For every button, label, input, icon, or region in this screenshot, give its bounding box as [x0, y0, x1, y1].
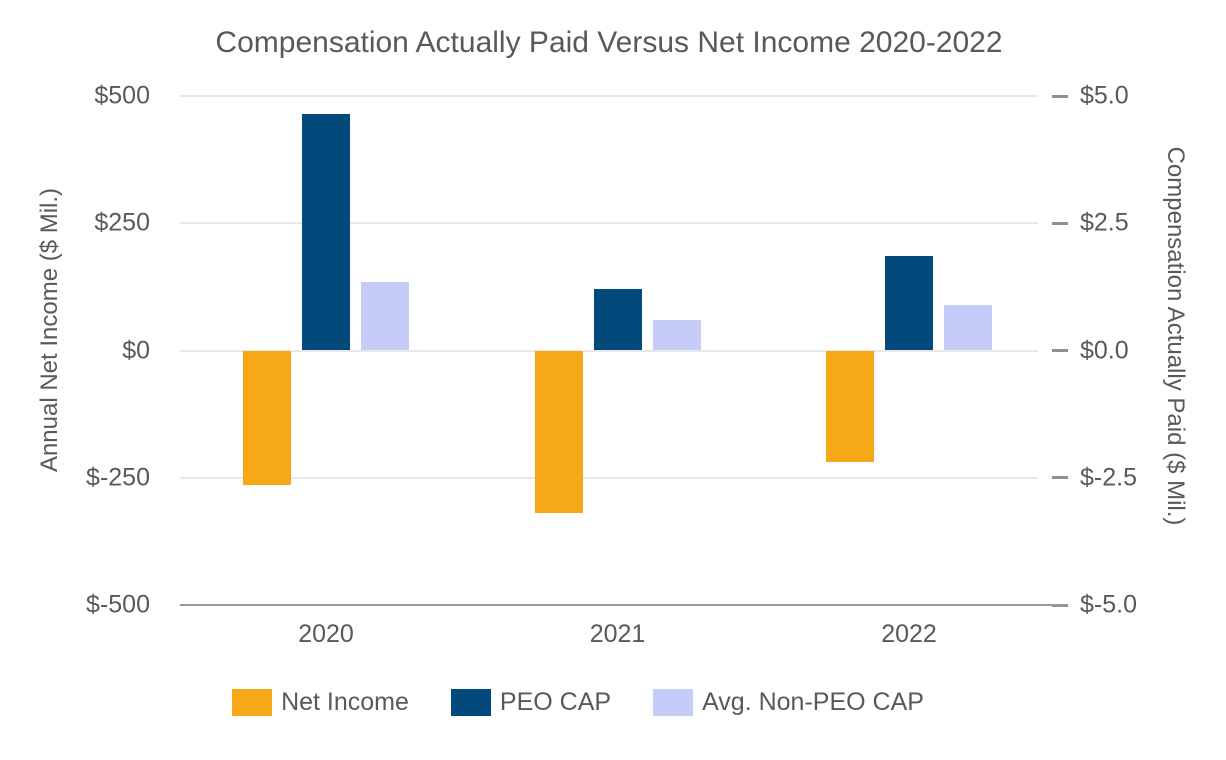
- legend-item-net-income: Net Income: [232, 688, 409, 717]
- legend-swatch-peo-cap: [450, 689, 491, 716]
- x-axis-category-label: 2022: [881, 620, 937, 648]
- right-axis-tick-label: $5.0: [1080, 81, 1129, 110]
- gridline: [180, 222, 1038, 225]
- legend-swatch-net-income: [232, 689, 273, 716]
- left-axis-tick-label: $250: [94, 208, 150, 237]
- right-axis-tick: [1052, 94, 1068, 98]
- bar-avg-non-peo-cap-2021: [652, 319, 701, 351]
- x-axis-category-label: 2021: [589, 620, 646, 648]
- chart-title: Compensation Actually Paid Versus Net In…: [215, 26, 1003, 59]
- left-axis-tick-label: $-250: [86, 463, 150, 492]
- left-axis-title: Annual Net Income ($ Mil.): [36, 187, 63, 473]
- legend-swatch-avg-non-peo-cap: [653, 689, 694, 716]
- x-axis-category-label: 2020: [298, 620, 354, 648]
- bar-peo-cap-2020: [302, 113, 350, 351]
- legend-item-peo-cap: PEO CAP: [450, 688, 612, 717]
- right-axis-tick: [1052, 476, 1068, 480]
- bar-net-income-2020: [243, 350, 291, 486]
- bar-avg-non-peo-cap-2022: [944, 304, 992, 351]
- right-axis-tick-label: $-2.5: [1080, 463, 1137, 492]
- right-axis-tick: [1052, 349, 1068, 352]
- right-axis-tick-label: $2.5: [1080, 208, 1129, 237]
- bar-avg-non-peo-cap-2020: [361, 281, 409, 351]
- gridline: [180, 349, 1038, 352]
- gridline: [180, 95, 1038, 97]
- legend-label: Net Income: [281, 688, 409, 716]
- legend: Net Income PEO CAP Avg. Non-PEO CAP: [0, 688, 1156, 717]
- bar-peo-cap-2021: [593, 289, 642, 351]
- left-axis-tick-label: $0: [122, 336, 150, 364]
- bar-net-income-2022: [826, 350, 874, 463]
- bar-net-income-2021: [534, 350, 583, 514]
- legend-label: PEO CAP: [499, 688, 612, 716]
- right-axis-tick: [1052, 221, 1068, 225]
- right-axis-tick-label: $-5.0: [1080, 590, 1137, 619]
- bar-peo-cap-2022: [885, 256, 933, 351]
- legend-label: Avg. Non-PEO CAP: [702, 688, 924, 716]
- left-axis-tick-label: $500: [94, 81, 150, 110]
- left-axis-tick-label: $-500: [86, 590, 150, 619]
- right-axis-title: Compensation Actually Paid ($ Mil.): [1162, 146, 1189, 526]
- right-axis-tick-label: $0.0: [1080, 336, 1129, 364]
- gridline: [180, 476, 1038, 479]
- legend-item-avg-non-peo-cap: Avg. Non-PEO CAP: [653, 688, 924, 717]
- x-axis-line: [180, 604, 1067, 606]
